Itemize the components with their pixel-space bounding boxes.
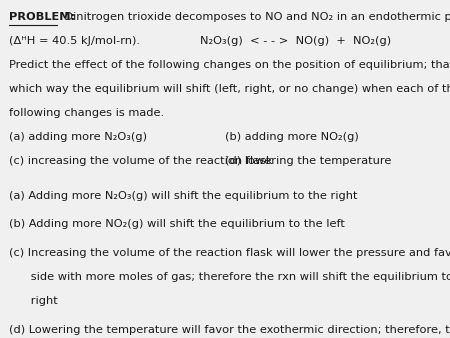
Text: PROBLEM:: PROBLEM: [9, 12, 75, 22]
Text: side with more moles of gas; therefore the rxn will shift the equilibrium to the: side with more moles of gas; therefore t… [9, 272, 450, 282]
Text: (d) lowering the temperature: (d) lowering the temperature [225, 156, 392, 166]
Text: (c) Increasing the volume of the reaction flask will lower the pressure and favo: (c) Increasing the volume of the reactio… [9, 248, 450, 258]
Text: (d) Lowering the temperature will favor the exothermic direction; therefore, the: (d) Lowering the temperature will favor … [9, 325, 450, 335]
Text: (b) Adding more NO₂(g) will shift the equilibrium to the left: (b) Adding more NO₂(g) will shift the eq… [9, 219, 345, 230]
Text: (b) adding more NO₂(g): (b) adding more NO₂(g) [225, 132, 359, 142]
Text: (c) increasing the volume of the reaction flask: (c) increasing the volume of the reactio… [9, 156, 273, 166]
Text: following changes is made.: following changes is made. [9, 108, 164, 118]
Text: Predict the effect of the following changes on the position of equilibrium; that: Predict the effect of the following chan… [9, 60, 450, 70]
Text: N₂O₃(g)  < - - >  NO(g)  +  NO₂(g): N₂O₃(g) < - - > NO(g) + NO₂(g) [200, 36, 392, 46]
Text: which way the equilibrium will shift (left, right, or no change) when each of th: which way the equilibrium will shift (le… [9, 84, 450, 94]
Text: (a) Adding more N₂O₃(g) will shift the equilibrium to the right: (a) Adding more N₂O₃(g) will shift the e… [9, 191, 357, 201]
Text: Dinitrogen trioxide decomposes to NO and NO₂ in an endothermic process: Dinitrogen trioxide decomposes to NO and… [57, 12, 450, 22]
Text: (ΔᴴH = 40.5 kJ/mol-rn).: (ΔᴴH = 40.5 kJ/mol-rn). [9, 36, 140, 46]
Text: (a) adding more N₂O₃(g): (a) adding more N₂O₃(g) [9, 132, 147, 142]
Text: right: right [9, 296, 58, 306]
